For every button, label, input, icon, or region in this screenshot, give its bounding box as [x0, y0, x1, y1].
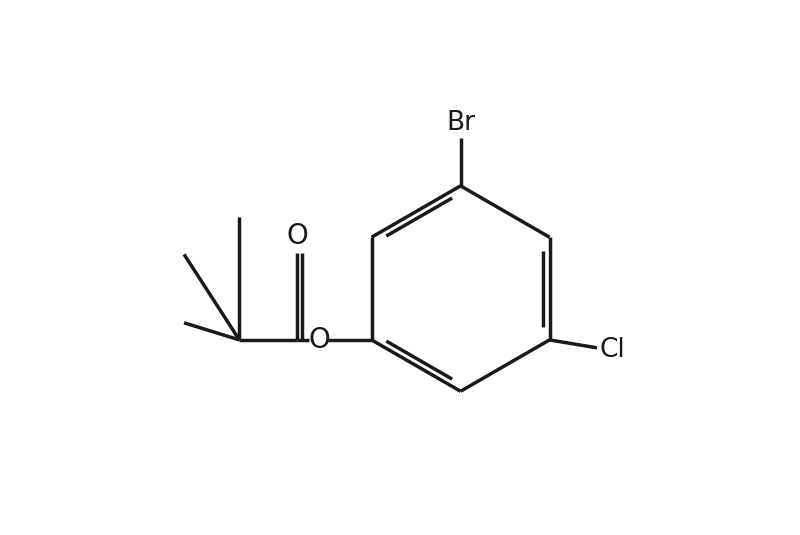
Text: Cl: Cl	[599, 338, 626, 363]
Text: O: O	[286, 223, 308, 250]
Text: Br: Br	[446, 110, 475, 136]
Text: O: O	[308, 326, 330, 354]
